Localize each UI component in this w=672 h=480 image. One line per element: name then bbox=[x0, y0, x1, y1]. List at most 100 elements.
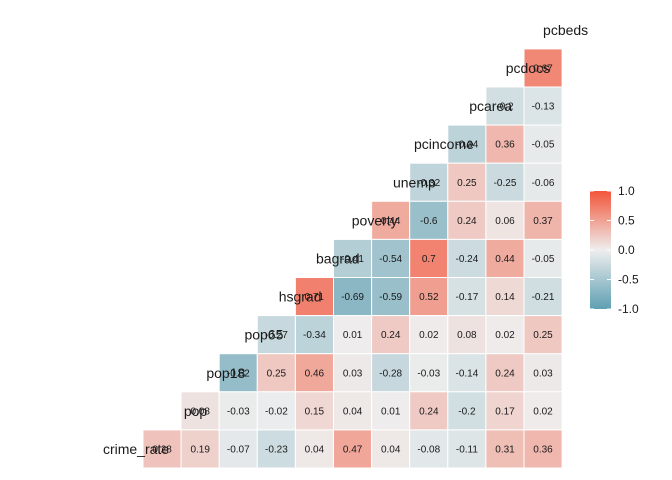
heatmap-cells bbox=[142, 48, 563, 469]
heatmap-cell-label-pcincome-1: 0.36 bbox=[495, 140, 515, 151]
heatmap-cell-label-pop65-7: 0.25 bbox=[533, 330, 553, 341]
heatmap-cell-label-unemp-0: -0.32 bbox=[417, 178, 440, 189]
heatmap-cell-label-pop-6: 0.24 bbox=[419, 406, 439, 417]
heatmap-cell-crime-rate-1 bbox=[180, 429, 220, 469]
heatmap-cell-label-crime-rate-10: 0.36 bbox=[533, 444, 553, 455]
heatmap-cell-label-bagrad-1: -0.54 bbox=[379, 254, 402, 265]
heatmap-cell-label-pop65-6: 0.02 bbox=[495, 330, 515, 341]
heatmap-cell-label-hsgrad-3: 0.52 bbox=[419, 292, 439, 303]
heatmap-cell-pop-3 bbox=[294, 391, 334, 431]
variable-label-pcarea: pcarea bbox=[469, 98, 512, 114]
heatmap-cell-label-bagrad-4: 0.44 bbox=[495, 254, 515, 265]
heatmap-cell-label-hsgrad-6: -0.21 bbox=[532, 292, 555, 303]
heatmap-cell-label-bagrad-0: -0.41 bbox=[341, 254, 364, 265]
heatmap-cell-label-crime-rate-6: 0.04 bbox=[381, 444, 401, 455]
legend-ticks: 1.0 0.5 0.0 -0.5 -1.0 bbox=[590, 184, 639, 316]
heatmap-cell-label-poverty-1: -0.6 bbox=[420, 216, 438, 227]
heatmap-cell-label-pop18-8: 0.03 bbox=[533, 368, 553, 379]
heatmap-cell-label-poverty-4: 0.37 bbox=[533, 216, 553, 227]
color-legend: 1.0 0.5 0.0 -0.5 -1.0 bbox=[590, 184, 639, 316]
heatmap-cell-pop18-8 bbox=[523, 353, 563, 393]
heatmap-cell-label-pop-0: 0.08 bbox=[190, 406, 210, 417]
variable-label-unemp: unemp bbox=[393, 174, 436, 190]
heatmap-cell-pop18-5 bbox=[409, 353, 449, 393]
heatmap-cell-label-crime-rate-2: -0.07 bbox=[227, 444, 250, 455]
heatmap-cell-label-pcarea-1: -0.13 bbox=[532, 102, 555, 113]
heatmap-cell-bagrad-1 bbox=[371, 238, 411, 278]
heatmap-cell-label-pop18-4: -0.28 bbox=[379, 368, 402, 379]
legend-tick-label-0: 1.0 bbox=[618, 184, 635, 198]
heatmap-cell-pop65-7 bbox=[523, 315, 563, 355]
legend-color-bar bbox=[590, 191, 611, 309]
heatmap-cell-unemp-1 bbox=[447, 162, 487, 202]
heatmap-cell-label-pop65-5: 0.08 bbox=[457, 330, 477, 341]
variable-label-hsgrad: hsgrad bbox=[279, 289, 322, 305]
heatmap-cell-label-crime-rate-5: 0.47 bbox=[343, 444, 363, 455]
heatmap-cell-label-pop-5: 0.01 bbox=[381, 406, 401, 417]
heatmap-cell-unemp-3 bbox=[523, 162, 563, 202]
heatmap-cell-hsgrad-1 bbox=[333, 277, 373, 317]
legend-tick-label-4: -1.0 bbox=[618, 302, 639, 316]
variable-label-pop18: pop18 bbox=[206, 365, 245, 381]
heatmap-cell-label-pop-3: 0.15 bbox=[305, 406, 325, 417]
heatmap-cell-pop-2 bbox=[256, 391, 296, 431]
heatmap-cell-label-crime-rate-1: 0.19 bbox=[190, 444, 210, 455]
heatmap-cell-bagrad-0 bbox=[333, 238, 373, 278]
heatmap-cell-hsgrad-6 bbox=[523, 277, 563, 317]
heatmap-cell-label-pcarea-0: -0.2 bbox=[496, 102, 514, 113]
heatmap-cell-bagrad-3 bbox=[447, 238, 487, 278]
heatmap-cell-label-poverty-2: 0.24 bbox=[457, 216, 477, 227]
heatmap-cell-label-crime-rate-3: -0.23 bbox=[265, 444, 288, 455]
legend-tick-label-2: 0.0 bbox=[618, 243, 635, 257]
heatmap-cell-label-pop-1: -0.03 bbox=[227, 406, 250, 417]
variable-label-bagrad: bagrad bbox=[316, 250, 360, 266]
heatmap-cell-label-unemp-3: -0.06 bbox=[532, 178, 555, 189]
heatmap-cell-label-pop65-3: 0.24 bbox=[381, 330, 401, 341]
heatmap-cell-label-crime-rate-0: 0.28 bbox=[152, 444, 172, 455]
heatmap-cell-crime-rate-10 bbox=[523, 429, 563, 469]
heatmap-cell-label-pop65-1: -0.34 bbox=[303, 330, 326, 341]
variable-label-pcbeds: pcbeds bbox=[543, 22, 588, 38]
heatmap-cell-hsgrad-0 bbox=[294, 277, 334, 317]
heatmap-cell-pcincome-2 bbox=[523, 124, 563, 164]
legend-tick-label-1: 0.5 bbox=[618, 214, 635, 228]
heatmap-cell-label-pop18-3: 0.03 bbox=[343, 368, 363, 379]
heatmap-cell-pop-5 bbox=[371, 391, 411, 431]
heatmap-cell-label-pop65-2: 0.01 bbox=[343, 330, 363, 341]
variable-label-poverty: poverty bbox=[352, 212, 398, 228]
heatmap-cell-label-hsgrad-1: -0.69 bbox=[341, 292, 364, 303]
heatmap-cell-pcarea-0 bbox=[485, 86, 525, 126]
heatmap-cell-pop-8 bbox=[485, 391, 525, 431]
heatmap-cell-label-pop-4: 0.04 bbox=[343, 406, 363, 417]
heatmap-cell-label-pop65-4: 0.02 bbox=[419, 330, 439, 341]
heatmap-cell-crime-rate-3 bbox=[256, 429, 296, 469]
variable-label-pop: pop bbox=[184, 403, 208, 419]
heatmap-cell-label-pop18-5: -0.03 bbox=[417, 368, 440, 379]
heatmap-cell-pop-1 bbox=[218, 391, 258, 431]
heatmap-cell-label-crime-rate-8: -0.11 bbox=[456, 444, 478, 455]
heatmap-cell-label-hsgrad-4: -0.17 bbox=[456, 292, 479, 303]
heatmap-cell-bagrad-4 bbox=[485, 238, 525, 278]
heatmap-cell-label-hsgrad-5: 0.14 bbox=[495, 292, 515, 303]
heatmap-cell-crime-rate-4 bbox=[294, 429, 334, 469]
heatmap-cell-crime-rate-5 bbox=[333, 429, 373, 469]
heatmap-cell-label-unemp-1: 0.25 bbox=[457, 178, 477, 189]
heatmap-cell-label-poverty-3: 0.06 bbox=[495, 216, 515, 227]
legend-tick-label-3: -0.5 bbox=[618, 273, 639, 287]
heatmap-cell-labels: 0.67 -0.2 -0.13 -0.34 0.36 -0.05 -0.32 0.25 -0.2… bbox=[152, 63, 554, 455]
heatmap-cell-crime-rate-8 bbox=[447, 429, 487, 469]
heatmap-cell-label-poverty-0: 0.44 bbox=[381, 216, 401, 227]
heatmap-cell-crime-rate-0 bbox=[142, 429, 182, 469]
heatmap-cell-poverty-1 bbox=[409, 200, 449, 240]
heatmap-cell-label-pop18-7: 0.24 bbox=[495, 368, 515, 379]
heatmap-cell-label-pcincome-2: -0.05 bbox=[532, 140, 555, 151]
heatmap-cell-bagrad-2 bbox=[409, 238, 449, 278]
heatmap-cell-label-hsgrad-2: -0.59 bbox=[379, 292, 402, 303]
heatmap-cell-label-crime-rate-9: 0.31 bbox=[495, 444, 515, 455]
heatmap-cell-label-pop18-2: 0.46 bbox=[305, 368, 325, 379]
heatmap-cell-crime-rate-6 bbox=[371, 429, 411, 469]
variable-label-pcincome: pcincome bbox=[414, 136, 474, 152]
variable-labels: pcbeds pcdocs pcarea pcincome unemp poverty ba… bbox=[103, 22, 588, 457]
heatmap-cell-pop-0 bbox=[180, 391, 220, 431]
